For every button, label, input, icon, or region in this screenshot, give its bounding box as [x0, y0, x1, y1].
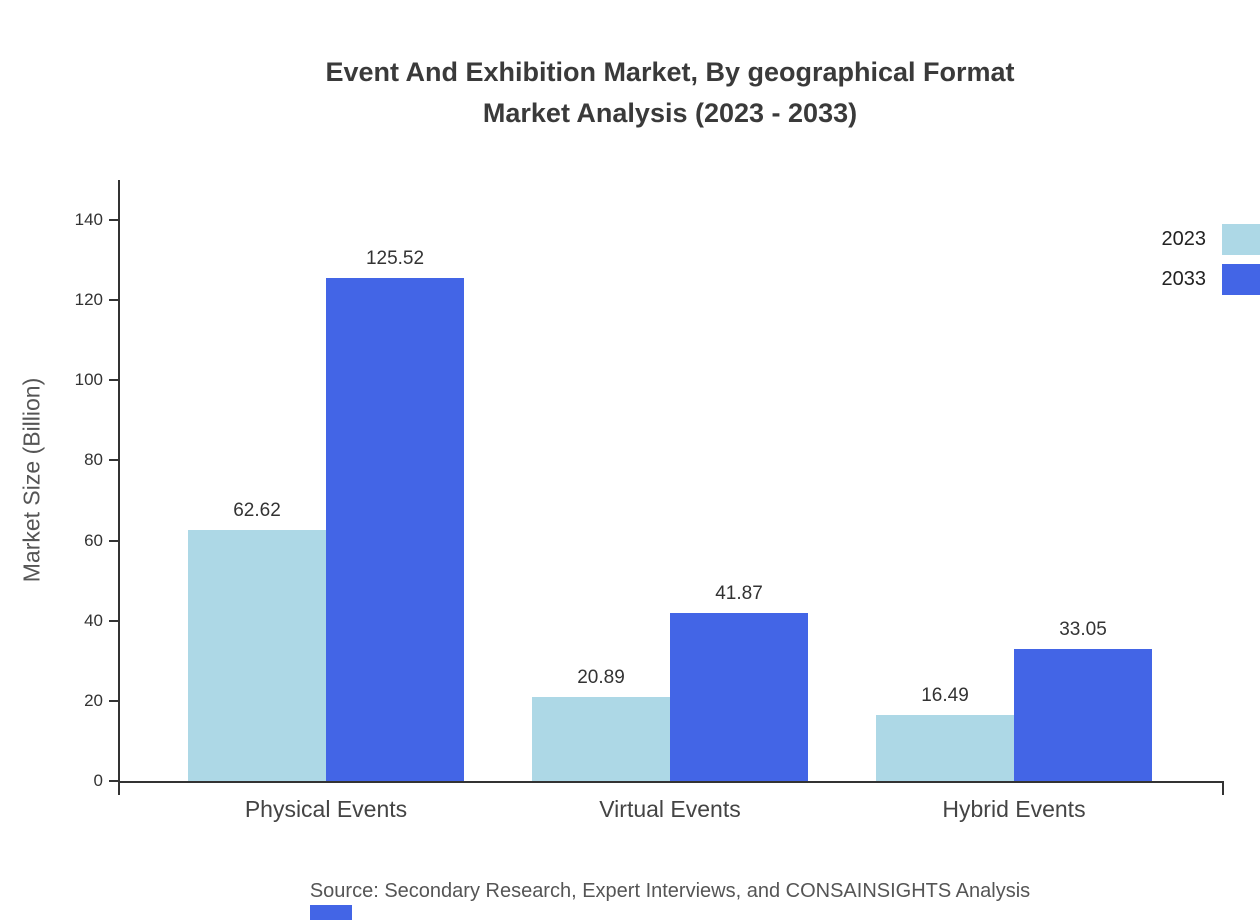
x-axis-end-tick [1222, 781, 1224, 795]
y-axis-tick [109, 699, 118, 702]
legend-label: 2033 [1161, 267, 1207, 290]
y-axis-tick [109, 299, 118, 302]
y-axis-tick-label: 80 [84, 450, 103, 470]
y-axis-tick-label: 40 [84, 610, 103, 630]
legend-swatch [1222, 263, 1260, 295]
y-axis-tick-label: 20 [84, 690, 103, 710]
chart-title: Event And Exhibition Market, By geograph… [80, 52, 1260, 134]
y-axis-tick [109, 459, 118, 462]
bar-2033-3 [1014, 648, 1152, 781]
category-label-2: Virtual Events [599, 796, 741, 822]
logo-mark [310, 905, 352, 920]
bar-2023-2 [532, 697, 670, 781]
y-axis-tick [109, 619, 118, 622]
bar-2033-1 [326, 278, 464, 781]
y-axis-tick-label: 120 [74, 290, 103, 310]
bar-value-label: 33.05 [1059, 618, 1107, 640]
legend-item-2023: 2023 [1162, 219, 1260, 259]
x-axis-line [118, 781, 1224, 783]
y-axis-title: Market Size (Billion) [18, 377, 45, 583]
y-axis-tick [109, 780, 118, 782]
category-label-3: Hybrid Events [942, 796, 1086, 822]
bar-2023-1 [188, 530, 326, 781]
bar-value-label: 125.52 [365, 248, 425, 270]
y-axis-tick-label: 60 [84, 530, 103, 550]
y-axis-tick-label: 0 [93, 771, 103, 790]
legend-label: 2023 [1161, 227, 1207, 250]
y-axis-tick-label: 140 [74, 210, 103, 230]
bar-value-label: 41.87 [715, 583, 763, 605]
legend-swatch [1222, 223, 1260, 255]
bar-value-label: 20.89 [577, 667, 625, 689]
chart-title-line1: Event And Exhibition Market, By geograph… [325, 57, 1015, 87]
bar-value-label: 16.49 [921, 684, 969, 706]
source-note: Source: Secondary Research, Expert Inter… [309, 880, 1031, 902]
y-axis-tick [109, 539, 118, 542]
bar-value-label: 62.62 [233, 500, 281, 522]
bar-2033-2 [670, 613, 808, 781]
y-axis-line [118, 180, 120, 795]
y-axis-tick [109, 379, 118, 382]
bar-2023-3 [876, 714, 1014, 781]
y-axis-tick-label: 100 [74, 370, 103, 390]
category-label-1: Physical Events [244, 796, 408, 822]
legend: 2023 2033 [1162, 219, 1260, 299]
y-axis-tick [109, 219, 118, 222]
legend-item-2033: 2033 [1162, 259, 1260, 299]
chart-title-line2: Market Analysis (2023 - 2033) [482, 98, 858, 128]
